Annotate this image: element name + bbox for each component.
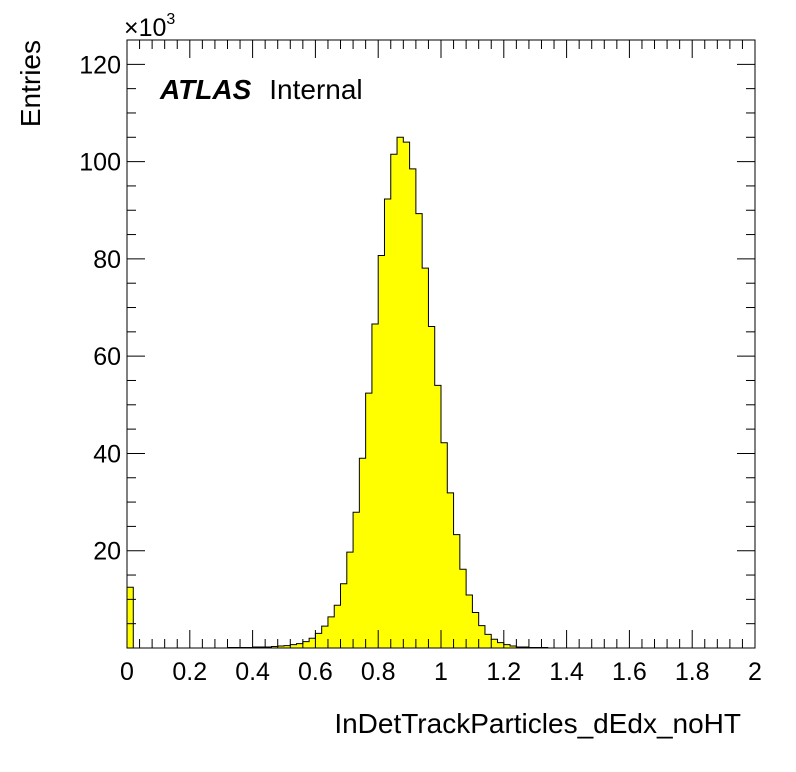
histogram-bar	[459, 569, 467, 648]
histogram-bar	[484, 634, 492, 648]
y-tick-label: 120	[79, 51, 121, 79]
histogram-bar	[346, 552, 354, 648]
x-axis-label: InDetTrackParticles_dEdx_noHT	[334, 708, 741, 739]
y-axis-label: Entries	[15, 40, 46, 127]
x-tick-label: 1	[434, 658, 448, 686]
y-multiplier-exponent: 3	[166, 11, 175, 28]
atlas-label-bold: ATLAS	[159, 74, 252, 105]
histogram-bar	[441, 442, 448, 648]
x-tick-label: 2	[748, 658, 762, 686]
histogram-bar	[447, 492, 454, 648]
histogram-bar	[309, 638, 316, 648]
histogram-bar	[290, 644, 297, 648]
y-tick-label: 60	[93, 343, 121, 371]
y-tick-label: 20	[93, 538, 121, 566]
histogram-bar	[378, 255, 385, 648]
histogram-bar	[340, 583, 348, 648]
x-tick-label: 1.8	[675, 658, 710, 686]
x-tick-label: 0.8	[361, 658, 396, 686]
histogram-bar	[302, 641, 310, 648]
histogram-bar	[409, 168, 417, 648]
histogram-bar	[397, 137, 404, 648]
atlas-label: ATLAS Internal	[159, 74, 363, 105]
y-tick-label: 100	[79, 149, 121, 177]
x-tick-label: 0.6	[298, 658, 333, 686]
x-tick-label: 0.4	[235, 658, 270, 686]
histogram-bar	[497, 642, 505, 648]
histogram-bar	[327, 616, 335, 648]
histogram-bar	[415, 213, 423, 648]
histogram-bar	[296, 643, 304, 648]
plot-frame	[126, 39, 756, 649]
histogram-bar	[434, 385, 442, 648]
histogram-bar	[390, 154, 398, 648]
histogram-bars	[127, 137, 549, 649]
histogram-bar	[371, 324, 379, 648]
histogram-bar	[334, 605, 341, 648]
y-tick-labels: 20 40 60 80 100 120	[79, 51, 121, 565]
histogram-bar	[365, 393, 373, 648]
atlas-label-normal: Internal	[269, 74, 362, 105]
x-tick-labels: 0 0.2 0.4 0.6 0.8 1 1.2 1.4 1.6 1.8 2	[120, 658, 762, 686]
x-tick-label: 0.2	[172, 658, 207, 686]
histogram-bar	[321, 626, 329, 648]
histogram-bar	[428, 326, 436, 648]
histogram-bar	[472, 612, 479, 648]
histogram-bar	[359, 458, 366, 648]
histogram-bar	[453, 534, 461, 648]
histogram-bar	[466, 594, 473, 648]
histogram-bar	[284, 645, 291, 648]
x-tick-label: 1.6	[612, 658, 647, 686]
x-tick-label: 0	[120, 658, 134, 686]
x-tick-label: 1.4	[549, 658, 584, 686]
histogram-bar	[271, 646, 279, 648]
y-tick-label: 40	[93, 440, 121, 468]
histogram-bar	[403, 142, 410, 649]
x-tick-label: 1.2	[486, 658, 521, 686]
histogram-bar	[503, 644, 511, 648]
histogram-bar	[384, 199, 392, 648]
histogram-bar	[478, 625, 486, 648]
histogram-bar	[127, 587, 134, 648]
histogram-bar	[422, 268, 429, 648]
histogram-bar	[353, 512, 360, 648]
histogram-bar	[277, 646, 285, 648]
histogram-bar	[491, 639, 498, 648]
histogram-bar	[510, 646, 517, 648]
histogram-bar	[315, 633, 322, 648]
y-multiplier: ×103	[124, 11, 175, 42]
y-tick-label: 80	[93, 246, 121, 274]
